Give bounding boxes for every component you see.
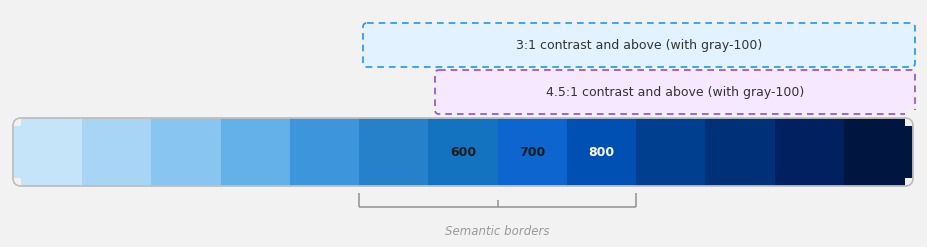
Bar [904, 110, 920, 126]
FancyBboxPatch shape [435, 70, 914, 114]
Bar [221, 118, 289, 186]
Bar [5, 110, 21, 126]
Bar [5, 178, 21, 194]
Text: 700: 700 [518, 145, 545, 159]
Text: 4.5:1 contrast and above (with gray-100): 4.5:1 contrast and above (with gray-100) [545, 85, 804, 99]
Bar [151, 118, 221, 186]
Bar [566, 118, 635, 186]
Bar [843, 118, 912, 186]
Bar [289, 118, 359, 186]
Bar [428, 118, 497, 186]
Bar [774, 118, 843, 186]
Text: 3:1 contrast and above (with gray-100): 3:1 contrast and above (with gray-100) [515, 39, 761, 52]
Bar [705, 118, 774, 186]
Bar [904, 178, 920, 194]
Bar [497, 118, 566, 186]
Bar [635, 118, 705, 186]
Bar [83, 118, 151, 186]
Text: 800: 800 [588, 145, 614, 159]
Bar [13, 118, 83, 186]
Text: Semantic borders: Semantic borders [445, 225, 550, 238]
Bar [359, 118, 428, 186]
FancyBboxPatch shape [362, 23, 914, 67]
Text: 600: 600 [450, 145, 476, 159]
